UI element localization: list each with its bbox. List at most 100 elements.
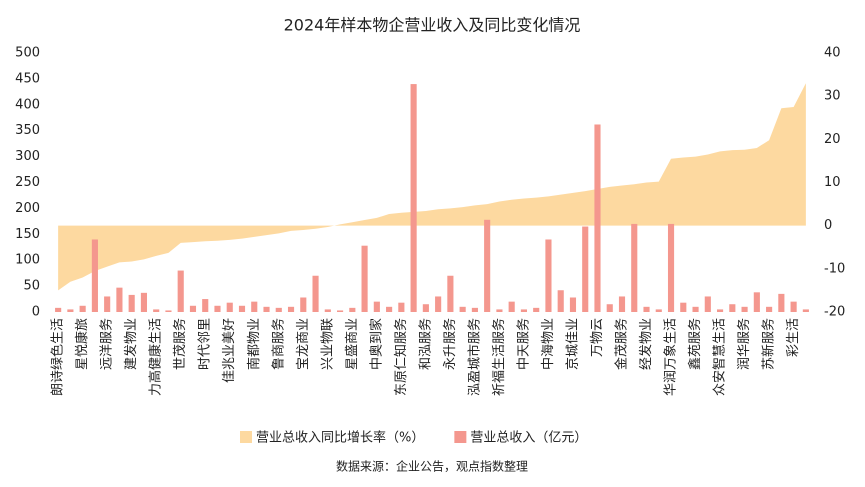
bar [410,84,417,312]
x-tick-label: 宝龙商业 [296,318,311,370]
bar [790,301,797,312]
bar [631,223,638,312]
x-tick-label: 众安智慧生活 [712,318,728,396]
y-tick-label: 50 [23,279,40,294]
bar [116,287,123,312]
x-tick-label: 建发物业 [123,318,139,370]
legend-label: 营业总收入同比增长率（%） [256,430,424,446]
bar [606,304,613,312]
bar [545,239,552,312]
bar [802,309,809,312]
bar [667,223,675,312]
x-tick-label: 经发物业 [638,318,654,370]
bar [618,296,626,312]
y2-tick-label: 10 [824,175,841,190]
x-tick-label: 苏新服务 [761,318,777,370]
y2-tick-label: 20 [824,132,841,147]
bar [594,124,601,312]
bar [67,309,74,312]
bar [778,293,785,312]
x-tick-label: 泓盈城市服务 [466,318,482,396]
y-tick-label: 450 [15,71,40,86]
bar [557,290,564,312]
y-tick-label: 200 [15,201,40,216]
bar [287,306,295,312]
x-tick-label: 力高健康生活 [148,318,164,396]
bar [300,297,307,312]
bar [459,306,466,312]
bar [238,305,246,312]
bar [177,270,184,312]
x-tick-label: 中海物业 [541,318,556,370]
y-tick-label: 100 [15,253,40,268]
x-tick-label: 京城佳业 [565,318,580,370]
y-tick-label: 250 [15,175,40,190]
y2-tick-label: 40 [824,46,841,61]
bar [275,307,282,312]
y-tick-label: 400 [15,97,40,112]
bar [165,310,172,312]
x-tick-label: 金茂服务 [614,318,630,370]
x-tick-label: 永升服务 [442,318,458,370]
bar [484,219,491,312]
x-tick-label: 润华服务 [736,318,752,370]
x-tick-label: 鲁商服务 [270,318,286,370]
y-tick-label: 500 [15,46,40,61]
bar [741,306,748,312]
x-tick-label: 华润万象生活 [664,318,679,396]
bar [753,292,760,312]
bar [386,306,393,312]
x-tick-label: 祈福生活服务 [491,318,507,396]
bar [104,296,111,312]
bar [398,302,405,312]
bar [692,306,699,312]
bar [520,309,527,312]
bar [55,307,62,312]
x-tick-label: 中奥到家 [368,318,384,370]
bar [153,309,160,312]
y2-tick-label: -10 [824,261,845,276]
bar [337,310,344,312]
bar [582,226,589,312]
legend-swatch [454,431,467,443]
x-tick-label: 星盛商业 [345,318,360,370]
chart-title: 2024年样本物企营业收入及同比变化情况 [284,16,581,35]
y-tick-label: 350 [15,123,40,138]
bar [422,304,429,312]
x-tick-label: 时代邻里 [198,318,213,370]
x-tick-label: 朗诗绿色生活 [50,318,66,396]
x-tick-label: 南都物业 [246,318,262,370]
y2-tick-label: 30 [824,89,841,104]
bar [361,245,368,312]
legend-label: 营业总收入（亿元） [470,431,587,446]
x-tick-label: 鑫苑服务 [687,318,703,370]
bar [312,275,319,312]
bar [717,309,724,312]
x-tick-label: 中天服务 [515,318,531,370]
x-tick-label: 世茂服务 [172,318,188,370]
bar [226,302,233,312]
legend-swatch [240,431,252,443]
source-note: 数据来源：企业公告，观点指数整理 [336,459,528,474]
y2-tick-label: -20 [824,305,845,320]
bar [680,302,687,312]
bar [655,309,662,312]
bar [263,306,270,312]
y-tick-label: 150 [15,227,40,242]
bar [324,309,331,312]
bar [349,307,356,312]
bar [533,307,540,312]
bar [496,309,503,312]
x-tick-label: 和泓服务 [417,318,433,370]
x-tick-label: 万物云 [590,318,605,357]
bar [140,292,147,312]
y2-tick-label: 0 [824,218,832,233]
bar [189,305,197,312]
bar [251,301,258,312]
bar [435,296,442,312]
x-tick-label: 星悦康旅 [74,318,90,370]
x-tick-label: 兴业物联 [320,318,335,370]
bar [766,306,773,312]
bar [79,305,86,312]
